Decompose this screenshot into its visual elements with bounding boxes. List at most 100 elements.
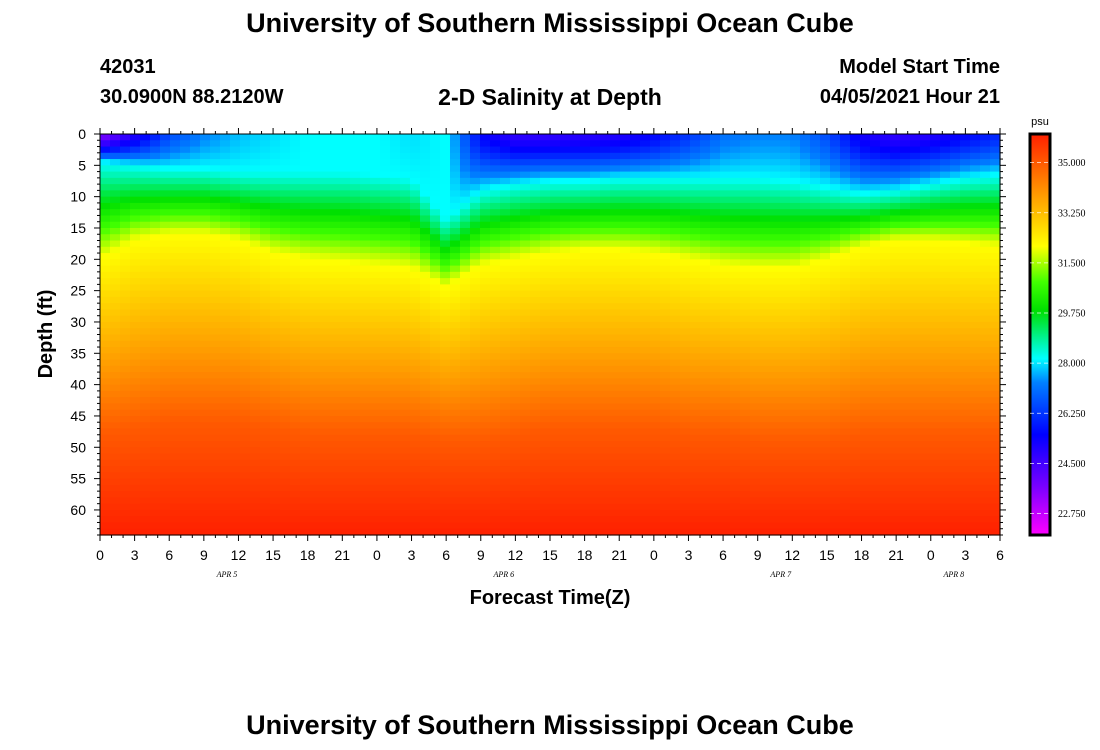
heatmap-cell	[740, 259, 751, 267]
heatmap-cell	[540, 278, 551, 285]
heatmap-cell	[240, 321, 251, 329]
heatmap-cell	[560, 441, 571, 448]
heatmap-cell	[320, 359, 331, 367]
heatmap-cell	[120, 240, 131, 248]
heatmap-cell	[290, 478, 301, 486]
heatmap-cell	[200, 296, 211, 304]
heatmap-cell	[710, 146, 721, 154]
heatmap-cell	[470, 202, 481, 210]
heatmap-cell	[370, 196, 381, 204]
heatmap-cell	[270, 184, 281, 191]
heatmap-cell	[560, 177, 571, 185]
heatmap-cell	[480, 503, 491, 511]
heatmap-cell	[780, 384, 791, 392]
heatmap-cell	[560, 347, 571, 354]
heatmap-cell	[310, 422, 321, 430]
heatmap-cell	[510, 353, 521, 361]
heatmap-cell	[480, 315, 491, 323]
heatmap-cell	[220, 177, 231, 185]
heatmap-cell	[460, 315, 471, 323]
heatmap-cell	[330, 134, 341, 141]
heatmap-cell	[480, 309, 491, 317]
heatmap-cell	[510, 202, 521, 210]
heatmap-cell	[110, 259, 121, 267]
heatmap-cell	[780, 202, 791, 210]
heatmap-cell	[360, 378, 371, 386]
heatmap-cell	[400, 259, 411, 267]
heatmap-cell	[190, 303, 201, 311]
heatmap-cell	[800, 390, 811, 398]
heatmap-cell	[340, 453, 351, 461]
heatmap-cell	[360, 184, 371, 191]
heatmap-cell	[470, 472, 481, 480]
heatmap-cell	[830, 215, 841, 223]
heatmap-cell	[410, 290, 421, 298]
heatmap-cell	[790, 140, 801, 148]
heatmap-cell	[710, 290, 721, 298]
heatmap-cell	[380, 428, 391, 436]
heatmap-cell	[860, 484, 871, 492]
heatmap-cell	[430, 397, 441, 405]
heatmap-cell	[350, 321, 361, 329]
heatmap-cell	[830, 259, 841, 267]
heatmap-cell	[550, 152, 561, 160]
heatmap-cell	[380, 384, 391, 392]
heatmap-cell	[210, 221, 221, 229]
heatmap-cell	[660, 390, 671, 398]
heatmap-cell	[310, 321, 321, 329]
heatmap-cell	[730, 177, 741, 185]
heatmap-cell	[130, 478, 141, 486]
heatmap-cell	[250, 503, 261, 511]
heatmap-cell	[520, 177, 531, 185]
heatmap-cell	[480, 271, 491, 279]
heatmap-cell	[200, 484, 211, 492]
heatmap-cell	[430, 271, 441, 279]
heatmap-cell	[470, 397, 481, 405]
heatmap-cell	[250, 221, 261, 229]
heatmap-cell	[510, 472, 521, 480]
heatmap-cell	[290, 246, 301, 254]
heatmap-cell	[360, 359, 371, 367]
heatmap-cell	[140, 434, 151, 442]
heatmap-cell	[460, 271, 471, 279]
heatmap-cell	[270, 415, 281, 423]
heatmap-cell	[140, 278, 151, 285]
heatmap-cell	[290, 428, 301, 436]
heatmap-cell	[140, 365, 151, 373]
heatmap-cell	[870, 365, 881, 373]
heatmap-cell	[790, 265, 801, 273]
heatmap-cell	[580, 227, 591, 235]
heatmap-cell	[450, 171, 461, 179]
heatmap-cell	[390, 315, 401, 323]
heatmap-cell	[860, 227, 871, 235]
heatmap-cell	[600, 290, 611, 298]
heatmap-cell	[440, 378, 451, 386]
heatmap-cell	[370, 134, 381, 141]
heatmap-cell	[160, 347, 171, 354]
heatmap-cell	[760, 472, 771, 480]
heatmap-cell	[560, 303, 571, 311]
heatmap-cell	[580, 453, 591, 461]
heatmap-cell	[540, 315, 551, 323]
heatmap-cell	[260, 428, 271, 436]
heatmap-cell	[680, 140, 691, 148]
heatmap-cell	[340, 234, 351, 242]
heatmap-cell	[840, 472, 851, 480]
heatmap-cell	[500, 202, 511, 210]
heatmap-cell	[380, 378, 391, 386]
heatmap-cell	[620, 134, 631, 141]
heatmap-cell	[850, 509, 861, 517]
heatmap-cell	[680, 240, 691, 248]
heatmap-cell	[850, 171, 861, 179]
heatmap-cell	[110, 466, 121, 473]
heatmap-cell	[140, 478, 151, 486]
heatmap-cell	[340, 202, 351, 210]
heatmap-cell	[170, 447, 181, 455]
heatmap-cell	[760, 165, 771, 173]
heatmap-cell	[270, 284, 281, 292]
heatmap-cell	[770, 415, 781, 423]
heatmap-cell	[310, 209, 321, 217]
heatmap-cell	[520, 453, 531, 461]
heatmap-cell	[380, 497, 391, 505]
heatmap-cell	[570, 466, 581, 473]
